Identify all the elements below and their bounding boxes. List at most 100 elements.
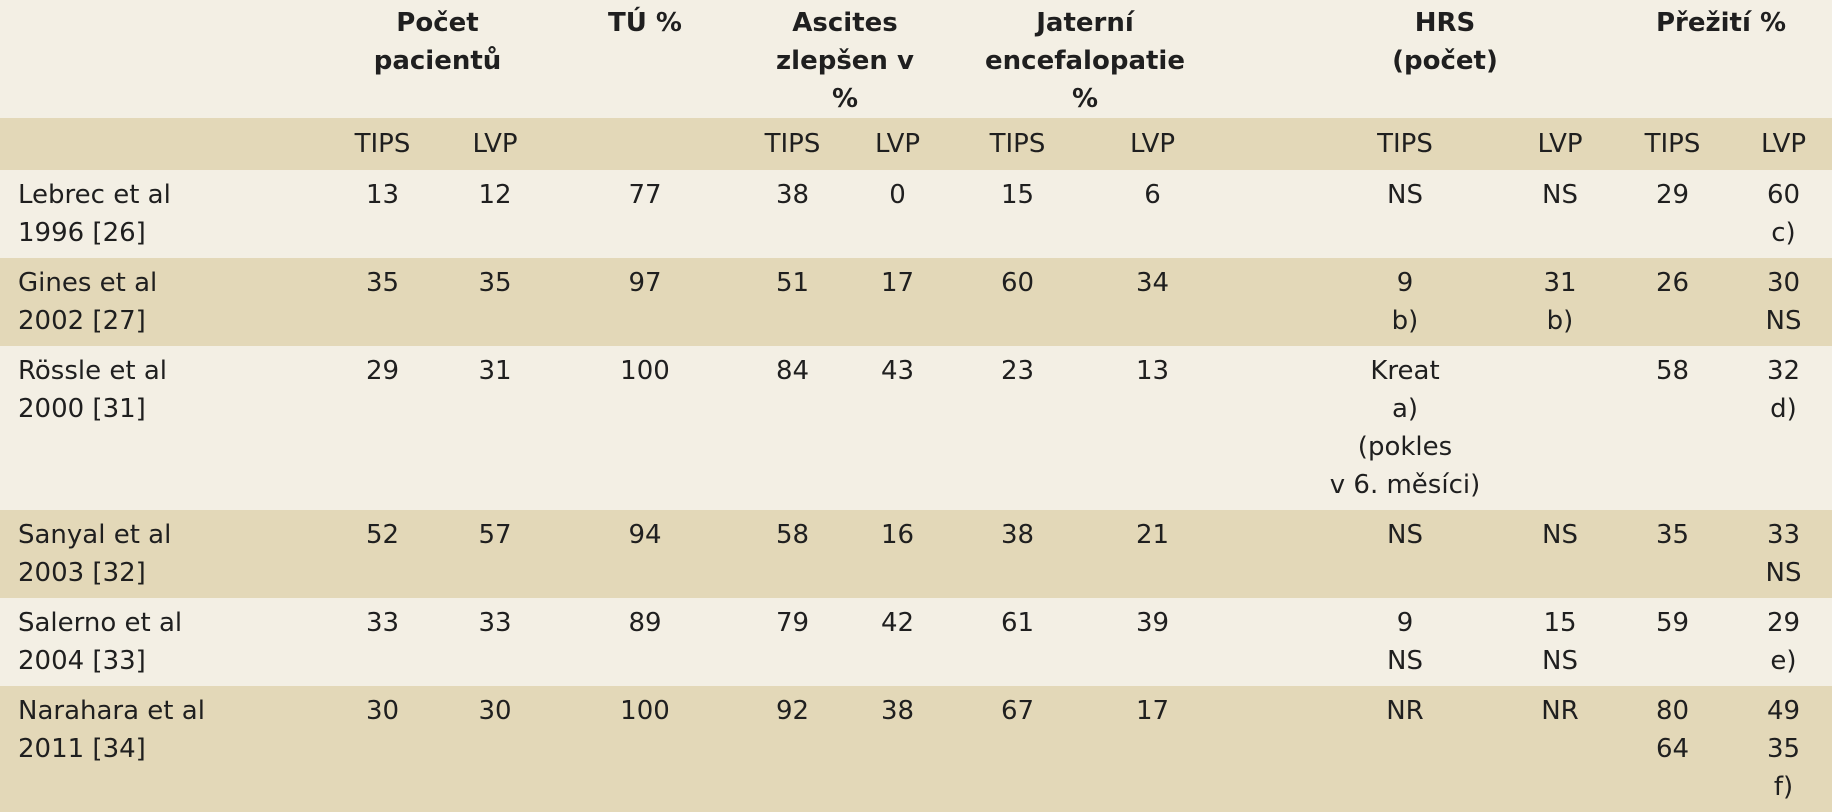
cell-pocet-lvp: 35 bbox=[478, 268, 512, 298]
subheader-hrs-tips: TIPS bbox=[1377, 129, 1433, 159]
cell-line: b) bbox=[1546, 306, 1574, 336]
cell-surv-tips: 26 bbox=[1610, 258, 1735, 346]
cell-je-tips: 60 bbox=[1000, 268, 1035, 298]
cell-line: 31 bbox=[1543, 268, 1577, 298]
cell-line: f) bbox=[1773, 772, 1794, 802]
cell-tu: 100 bbox=[620, 356, 670, 386]
cell-line: 15 bbox=[1543, 608, 1577, 638]
cell-surv-lvp: 33 NS bbox=[1735, 510, 1832, 598]
cell-ascites-lvp: 17 bbox=[880, 268, 915, 298]
subheader-hrs-lvp: LVP bbox=[1537, 129, 1583, 159]
subheader-empty bbox=[0, 118, 325, 170]
cell-surv-lvp: 29 e) bbox=[1735, 598, 1832, 686]
cell-surv-lvp: 32 d) bbox=[1735, 346, 1832, 510]
cell-surv-tips: 59 bbox=[1610, 598, 1735, 686]
cell-line: 33 bbox=[1766, 520, 1801, 550]
cell-line: 35 bbox=[1766, 734, 1801, 764]
cell-line: NR bbox=[1541, 696, 1579, 726]
header-hrs: HRS (počet) bbox=[1392, 8, 1498, 76]
cell-hrs-lvp: 31 b) bbox=[1510, 258, 1610, 346]
cell-pocet-lvp: 30 bbox=[478, 696, 512, 726]
cell-pocet-tips: 52 bbox=[365, 520, 400, 550]
cell-pocet-tips: 35 bbox=[365, 268, 400, 298]
cell-pocet-lvp: 57 bbox=[478, 520, 512, 550]
cell-line: NS bbox=[1542, 180, 1578, 210]
cell-je-lvp: 13 bbox=[1135, 356, 1170, 386]
cell-tu: 77 bbox=[628, 180, 662, 210]
cell-je-tips: 61 bbox=[1000, 608, 1035, 638]
cell-ascites-tips: 84 bbox=[775, 356, 810, 386]
cell-je-tips: 38 bbox=[1000, 520, 1035, 550]
cell-hrs-lvp: NS bbox=[1510, 510, 1610, 598]
cell-surv-tips: 35 bbox=[1610, 510, 1735, 598]
cell-je-lvp: 21 bbox=[1135, 520, 1170, 550]
cell-line: 60 bbox=[1766, 180, 1801, 210]
table-row: Sanyal et al 2003 [32] 52 57 94 58 16 38 21 NS NS 3… bbox=[0, 510, 1832, 598]
cell-hrs-tips: NS bbox=[1220, 170, 1510, 258]
cell-study: Gines et al 2002 [27] bbox=[0, 258, 325, 346]
cell-line: 2011 [34] bbox=[18, 734, 146, 764]
cell-line: 29 bbox=[1655, 180, 1690, 210]
cell-ascites-tips: 38 bbox=[775, 180, 810, 210]
subheader-surv-tips: TIPS bbox=[1644, 129, 1701, 159]
cell-je-lvp: 34 bbox=[1135, 268, 1170, 298]
cell-je-tips: 67 bbox=[1000, 696, 1035, 726]
cell-line: NS bbox=[1765, 558, 1802, 588]
table-row: Lebrec et al 1996 [26] 13 12 77 38 0 15 6 NS NS 29 6… bbox=[0, 170, 1832, 258]
header-pocet: Počet pacientů bbox=[373, 8, 502, 76]
cell-ascites-lvp: 0 bbox=[889, 180, 906, 210]
cell-pocet-lvp: 31 bbox=[478, 356, 512, 386]
table-row: Narahara et al 2011 [34] 30 30 100 92 38 67 17 NR… bbox=[0, 686, 1832, 812]
cell-line: 35 bbox=[1655, 520, 1690, 550]
cell-ascites-lvp: 16 bbox=[880, 520, 915, 550]
cell-pocet-lvp: 12 bbox=[478, 180, 512, 210]
cell-ascites-tips: 51 bbox=[775, 268, 810, 298]
cell-line: NS bbox=[1765, 306, 1802, 336]
subheader-pocet-tips: TIPS bbox=[354, 129, 411, 159]
cell-je-tips: 23 bbox=[1000, 356, 1035, 386]
cell-line: 29 bbox=[1766, 608, 1801, 638]
cell-study: Lebrec et al 1996 [26] bbox=[0, 170, 325, 258]
cell-line: Salerno et al bbox=[18, 608, 183, 638]
table-row: Salerno et al 2004 [33] 33 33 89 79 42 61 39 9 NS 1… bbox=[0, 598, 1832, 686]
cell-hrs-tips: Kreat a) (pokles v 6. měsíci) bbox=[1220, 346, 1510, 510]
cell-line: b) bbox=[1391, 306, 1419, 336]
subheader-asc-tips: TIPS bbox=[764, 129, 821, 159]
cell-ascites-lvp: 43 bbox=[880, 356, 915, 386]
subheader-pocet-lvp: LVP bbox=[472, 129, 518, 159]
cell-line: 64 bbox=[1655, 734, 1690, 764]
cell-line: 2000 [31] bbox=[18, 394, 146, 424]
cell-line: 58 bbox=[1655, 356, 1690, 386]
header-ascites: Ascites zlepšen v % bbox=[776, 8, 914, 114]
cell-surv-tips: 29 bbox=[1610, 170, 1735, 258]
header-tu: TÚ % bbox=[608, 8, 682, 38]
subheader-asc-lvp: LVP bbox=[874, 129, 921, 159]
cell-line: v 6. měsíci) bbox=[1329, 470, 1481, 500]
cell-line: 59 bbox=[1655, 608, 1690, 638]
cell-line: 26 bbox=[1655, 268, 1690, 298]
cell-ascites-lvp: 38 bbox=[880, 696, 915, 726]
cell-line: 2004 [33] bbox=[18, 646, 146, 676]
cell-line: Kreat bbox=[1370, 356, 1440, 386]
header-study bbox=[0, 0, 325, 118]
cell-line: 2003 [32] bbox=[18, 558, 146, 588]
cell-surv-tips: 58 bbox=[1610, 346, 1735, 510]
cell-hrs-lvp: 15 NS bbox=[1510, 598, 1610, 686]
cell-line: NS bbox=[1542, 646, 1578, 676]
cell-line: 30 bbox=[1766, 268, 1801, 298]
cell-je-tips: 15 bbox=[1000, 180, 1035, 210]
table-row: Rössle et al 2000 [31] 29 31 100 84 43 23 13 Krea… bbox=[0, 346, 1832, 510]
cell-je-lvp: 17 bbox=[1135, 696, 1170, 726]
cell-line: Sanyal et al bbox=[18, 520, 172, 550]
cell-pocet-lvp: 33 bbox=[478, 608, 512, 638]
subheader-tu-empty bbox=[550, 118, 740, 170]
cell-study: Sanyal et al 2003 [32] bbox=[0, 510, 325, 598]
cell-pocet-tips: 13 bbox=[365, 180, 400, 210]
cell-surv-lvp: 60 c) bbox=[1735, 170, 1832, 258]
cell-line: 80 bbox=[1655, 696, 1690, 726]
cell-tu: 100 bbox=[620, 696, 670, 726]
cell-tu: 94 bbox=[628, 520, 662, 550]
cell-line: Lebrec et al bbox=[18, 180, 171, 210]
cell-pocet-tips: 29 bbox=[365, 356, 400, 386]
cell-hrs-tips: NS bbox=[1220, 510, 1510, 598]
